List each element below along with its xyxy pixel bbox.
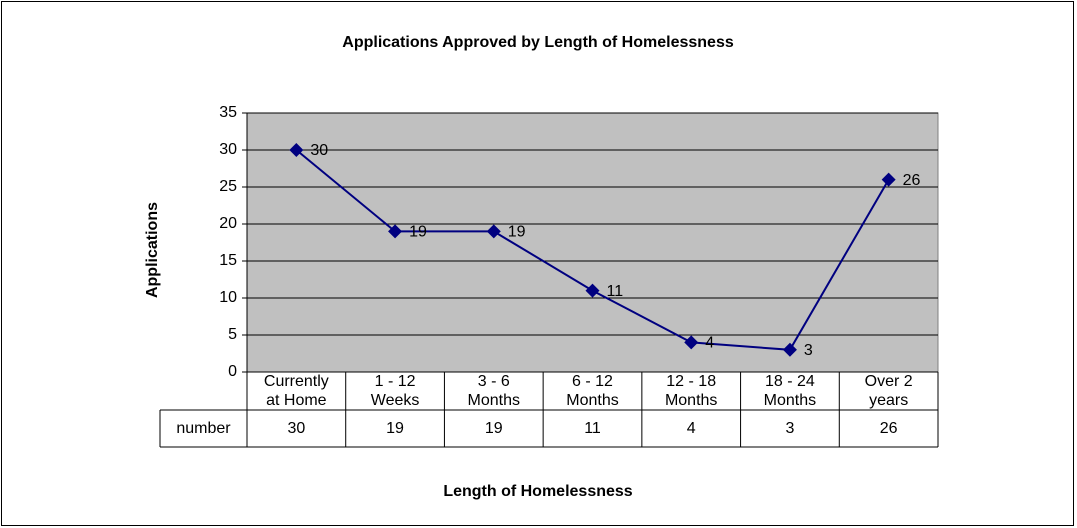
x-tick-label: 1 - 12 Weeks: [370, 373, 420, 409]
data-label: 26: [903, 172, 921, 189]
y-tick-label: 35: [219, 104, 237, 121]
x-tick-label: 18 - 24 Months: [763, 373, 817, 409]
marker: [486, 224, 501, 239]
marker: [585, 283, 600, 298]
data-label: 3: [804, 342, 813, 359]
table-value: 3: [785, 420, 795, 437]
table-value: 19: [484, 420, 503, 437]
data-label: 19: [409, 224, 427, 241]
marker: [388, 224, 403, 239]
chart-title: Applications Approved by Length of Homel…: [342, 34, 734, 51]
data-label: 11: [607, 283, 624, 300]
table-value: 26: [879, 420, 898, 437]
data-label: 30: [310, 142, 328, 159]
plot-area: [246, 112, 939, 373]
x-tick-label: Currently at Home: [263, 373, 329, 409]
y-tick-label: 30: [219, 141, 237, 158]
y-tick-label: 20: [219, 215, 237, 232]
y-axis-title: Applications: [144, 202, 161, 298]
x-axis-title: Length of Homelessness: [443, 483, 632, 500]
legend-entry: number: [176, 420, 231, 437]
x-tick-label: Over 2 years: [864, 373, 913, 409]
table-value: 11: [584, 420, 601, 437]
x-tick-label: 3 - 6 Months: [467, 373, 520, 409]
table-value: 4: [686, 420, 696, 437]
marker: [881, 172, 896, 187]
table-value: 30: [287, 420, 306, 437]
marker: [684, 335, 699, 350]
data-label: 4: [705, 335, 714, 352]
y-tick-label: 15: [219, 252, 237, 269]
y-tick-label: 5: [228, 326, 237, 343]
y-tick-label: 10: [219, 289, 237, 306]
marker: [289, 143, 304, 157]
y-tick-label: 25: [219, 178, 237, 195]
data-label: 19: [508, 224, 526, 241]
y-tick-label: 0: [228, 363, 237, 380]
table-value: 19: [386, 420, 404, 437]
x-tick-label: 12 - 18 Months: [664, 373, 718, 409]
marker: [782, 342, 797, 357]
x-tick-label: 6 - 12 Months: [566, 373, 619, 409]
